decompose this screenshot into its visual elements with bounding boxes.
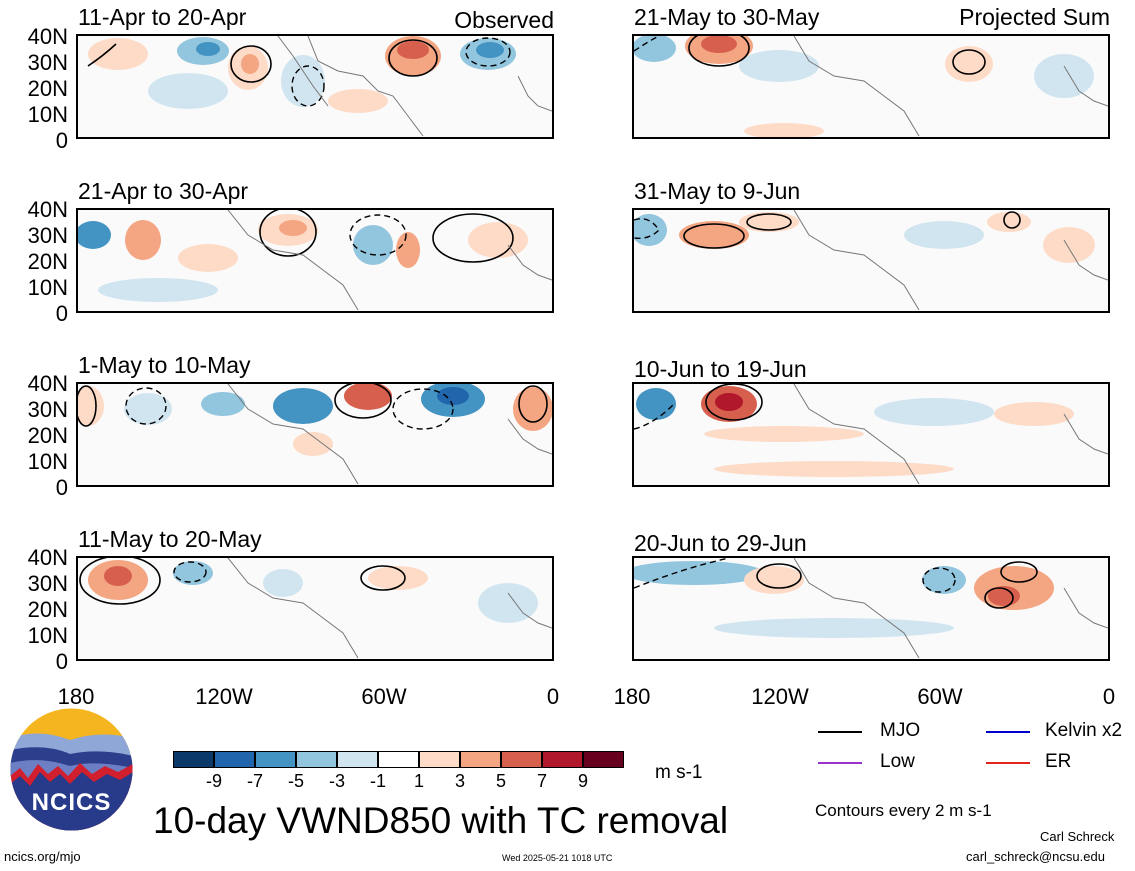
lat-label: 0 [55, 475, 68, 500]
colorbar-tick: 9 [577, 771, 588, 791]
lon-label: 120W [195, 684, 253, 709]
lat-label: 20N [27, 423, 68, 448]
colorbar-tick: -5 [287, 771, 304, 791]
map-panel-2 [632, 34, 1110, 139]
lat-label: 10N [27, 102, 68, 127]
contour-note: Contours every 2 m s-1 [815, 801, 992, 820]
lat-label: 20N [27, 249, 68, 274]
legend-line-low [818, 762, 862, 764]
lat-label: 30N [27, 50, 68, 75]
map-panel-4 [632, 208, 1110, 313]
lon-label: 0 [1102, 684, 1116, 709]
colorbar-swatch [460, 751, 501, 768]
panel-title: 11-May to 20-May [78, 526, 262, 552]
panel-title: 21-May to 30-May [634, 4, 820, 30]
colorbar [173, 751, 626, 769]
map-panel-8 [632, 556, 1110, 661]
panel-title: 11-Apr to 20-Apr [78, 4, 247, 30]
map-panel-7 [76, 556, 554, 661]
lat-label: 30N [27, 571, 68, 596]
colorbar-units: m s-1 [655, 762, 703, 783]
lon-label: 60W [361, 684, 407, 709]
colorbar-tick: -9 [205, 771, 222, 791]
legend-label: Low [880, 751, 915, 772]
lon-label: 180 [57, 684, 95, 709]
footer-timestamp: Wed 2025-05-21 1018 UTC [502, 853, 613, 863]
legend-line-kelvin [986, 731, 1030, 733]
colorbar-swatch [255, 751, 296, 768]
lat-label: 40N [27, 545, 68, 570]
lon-label: 180 [613, 684, 651, 709]
colorbar-tick: 3 [454, 771, 465, 791]
lat-label: 40N [27, 24, 68, 49]
map-panel-1 [76, 34, 554, 139]
lon-label: 120W [751, 684, 809, 709]
colorbar-swatch [173, 751, 214, 768]
colorbar-swatch [378, 751, 419, 768]
legend-label: ER [1045, 751, 1072, 772]
footer-author: Carl Schreck [1040, 829, 1115, 844]
lon-label: 60W [917, 684, 963, 709]
colorbar-swatch [501, 751, 542, 768]
ncics-logo-text: NCICS [31, 789, 112, 816]
panel-title: 31-May to 9-Jun [634, 178, 801, 204]
colorbar-tick: 1 [413, 771, 424, 791]
map-panel-3 [76, 208, 554, 313]
panel-title: 10-Jun to 19-Jun [634, 356, 807, 382]
colorbar-swatch [419, 751, 460, 768]
lat-label: 20N [27, 597, 68, 622]
lat-label: 0 [55, 128, 68, 153]
lat-label: 10N [27, 449, 68, 474]
colorbar-tick: -1 [369, 771, 386, 791]
projected-sum-label: Projected Sum [959, 4, 1110, 30]
lat-label: 10N [27, 275, 68, 300]
colorbar-swatch [214, 751, 255, 768]
legend-label: Kelvin x2 [1045, 720, 1123, 741]
lat-label: 0 [55, 649, 68, 674]
panel-title: 1-May to 10-May [78, 352, 251, 378]
ncics-logo: NCICS [10, 708, 133, 831]
colorbar-tick: 7 [536, 771, 547, 791]
lat-label: 40N [27, 371, 68, 396]
map-panel-5 [76, 382, 554, 487]
lat-label: 30N [27, 223, 68, 248]
lat-label: 10N [27, 623, 68, 648]
map-panel-6 [632, 382, 1110, 487]
footer-url[interactable]: ncics.org/mjo [4, 849, 81, 864]
legend-label: MJO [880, 720, 921, 741]
colorbar-swatch [583, 751, 624, 768]
colorbar-swatch [337, 751, 378, 768]
colorbar-swatch [542, 751, 583, 768]
panel-title: 20-Jun to 29-Jun [634, 530, 807, 556]
observed-label: Observed [454, 7, 554, 33]
colorbar-tick: 5 [495, 771, 506, 791]
lat-label: 20N [27, 76, 68, 101]
footer-email[interactable]: carl_schreck@ncsu.edu [966, 849, 1105, 864]
lat-label: 30N [27, 397, 68, 422]
legend-line-mjo [818, 731, 862, 733]
lon-label: 0 [546, 684, 560, 709]
colorbar-tick: -7 [246, 771, 263, 791]
panel-title: 21-Apr to 30-Apr [78, 178, 249, 204]
lat-label: 0 [55, 301, 68, 326]
colorbar-swatch [296, 751, 337, 768]
main-title: 10-day VWND850 with TC removal [153, 800, 729, 841]
colorbar-tick: -3 [328, 771, 345, 791]
legend-line-er [986, 762, 1030, 764]
lat-label: 40N [27, 197, 68, 222]
